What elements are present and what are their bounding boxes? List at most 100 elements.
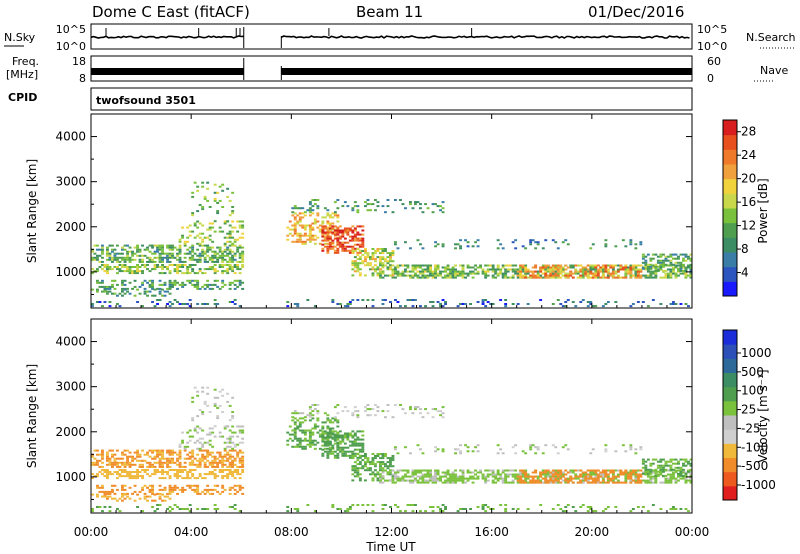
velocity-cell bbox=[103, 493, 107, 496]
velocity-cell bbox=[121, 493, 124, 496]
power-cell bbox=[604, 239, 608, 242]
power-cell bbox=[559, 276, 563, 279]
velocity-cell bbox=[196, 447, 200, 450]
velocity-cell bbox=[521, 450, 525, 453]
power-cell bbox=[293, 240, 297, 243]
power-cell bbox=[511, 264, 515, 267]
power-cell bbox=[196, 242, 200, 245]
power-cell bbox=[659, 253, 663, 256]
power-cell bbox=[193, 224, 197, 227]
power-cell bbox=[168, 254, 172, 257]
velocity-cell bbox=[504, 475, 508, 478]
power-cell bbox=[101, 260, 104, 263]
power-cell bbox=[236, 260, 240, 263]
power-cell bbox=[313, 220, 317, 223]
velocity-cell bbox=[108, 461, 112, 464]
velocity-cell bbox=[316, 410, 320, 413]
power-cell bbox=[536, 276, 540, 279]
power-cell bbox=[484, 305, 488, 308]
power-cell bbox=[669, 263, 673, 266]
velocity-cell bbox=[679, 466, 683, 469]
velocity-cell bbox=[118, 475, 122, 478]
velocity-cell bbox=[321, 452, 325, 455]
velocity-cell bbox=[128, 473, 132, 476]
velocity-cell bbox=[161, 463, 164, 466]
power-cell bbox=[123, 279, 127, 282]
power-cell bbox=[369, 256, 372, 259]
velocity-cell bbox=[231, 431, 235, 434]
velocity-cell bbox=[306, 504, 310, 506]
velocity-cell bbox=[303, 429, 307, 432]
power-cell bbox=[536, 274, 540, 277]
power-cell bbox=[168, 281, 172, 284]
velocity-cell bbox=[321, 454, 325, 457]
velocity-cell bbox=[677, 474, 680, 477]
velocity-cell bbox=[491, 475, 495, 478]
velocity-cell bbox=[451, 471, 455, 474]
velocity-cell bbox=[689, 462, 693, 465]
power-cell bbox=[193, 272, 197, 275]
velocity-cell bbox=[376, 477, 380, 480]
power-cell bbox=[406, 299, 410, 301]
velocity-cell bbox=[321, 434, 325, 437]
velocity-cell bbox=[201, 508, 205, 510]
power-cell bbox=[591, 274, 595, 277]
velocity-cell bbox=[684, 460, 688, 463]
velocity-cell bbox=[238, 459, 242, 462]
power-cell bbox=[196, 272, 200, 275]
power-cell bbox=[131, 254, 134, 257]
velocity-cell bbox=[389, 463, 392, 466]
power-cell bbox=[211, 283, 215, 286]
velocity-cell bbox=[481, 473, 485, 476]
power-cell bbox=[298, 218, 302, 221]
velocity-cell bbox=[113, 471, 117, 473]
velocity-cell bbox=[298, 425, 302, 428]
power-cell bbox=[524, 270, 528, 273]
velocity-cell bbox=[496, 444, 500, 447]
colorbar-frame bbox=[722, 329, 738, 501]
velocity-cell bbox=[454, 481, 457, 484]
power-cell bbox=[118, 292, 122, 295]
power-cell bbox=[646, 267, 650, 270]
velocity-cell bbox=[356, 430, 360, 433]
velocity-cell bbox=[111, 463, 114, 466]
velocity-cell bbox=[569, 479, 573, 482]
power-cell bbox=[389, 266, 392, 269]
power-cell bbox=[434, 241, 437, 244]
velocity-cell bbox=[356, 463, 360, 466]
power-cell bbox=[358, 233, 362, 236]
velocity-cell bbox=[496, 471, 500, 474]
power-cell bbox=[136, 301, 139, 303]
power-cell bbox=[406, 270, 410, 273]
velocity-cell bbox=[516, 479, 520, 482]
power-cell bbox=[361, 225, 365, 228]
power-cell bbox=[682, 263, 685, 266]
power-cell bbox=[141, 244, 144, 247]
velocity-cell bbox=[353, 410, 357, 413]
velocity-cell bbox=[576, 475, 580, 478]
velocity-cell bbox=[101, 490, 104, 493]
power-cell bbox=[151, 244, 154, 247]
velocity-cell bbox=[662, 474, 665, 477]
velocity-cell bbox=[376, 473, 380, 476]
velocity-cell bbox=[461, 469, 465, 472]
velocity-cell bbox=[376, 479, 380, 482]
velocity-cell bbox=[366, 467, 370, 470]
velocity-cell bbox=[384, 463, 387, 466]
velocity-cell bbox=[151, 449, 154, 452]
power-cell bbox=[371, 254, 375, 257]
power-cell bbox=[601, 305, 605, 308]
power-heatmap bbox=[91, 181, 693, 308]
power-cell bbox=[186, 270, 190, 273]
power-cell bbox=[301, 226, 305, 229]
power-cell bbox=[178, 250, 182, 253]
velocity-cell bbox=[196, 463, 200, 466]
power-cell bbox=[208, 222, 212, 225]
power-cell bbox=[353, 229, 357, 232]
velocity-cell bbox=[604, 508, 608, 510]
power-cell bbox=[581, 274, 585, 277]
velocity-cell bbox=[116, 477, 119, 480]
power-cell bbox=[233, 272, 237, 275]
velocity-cell bbox=[461, 479, 465, 482]
velocity-cell bbox=[186, 431, 190, 434]
